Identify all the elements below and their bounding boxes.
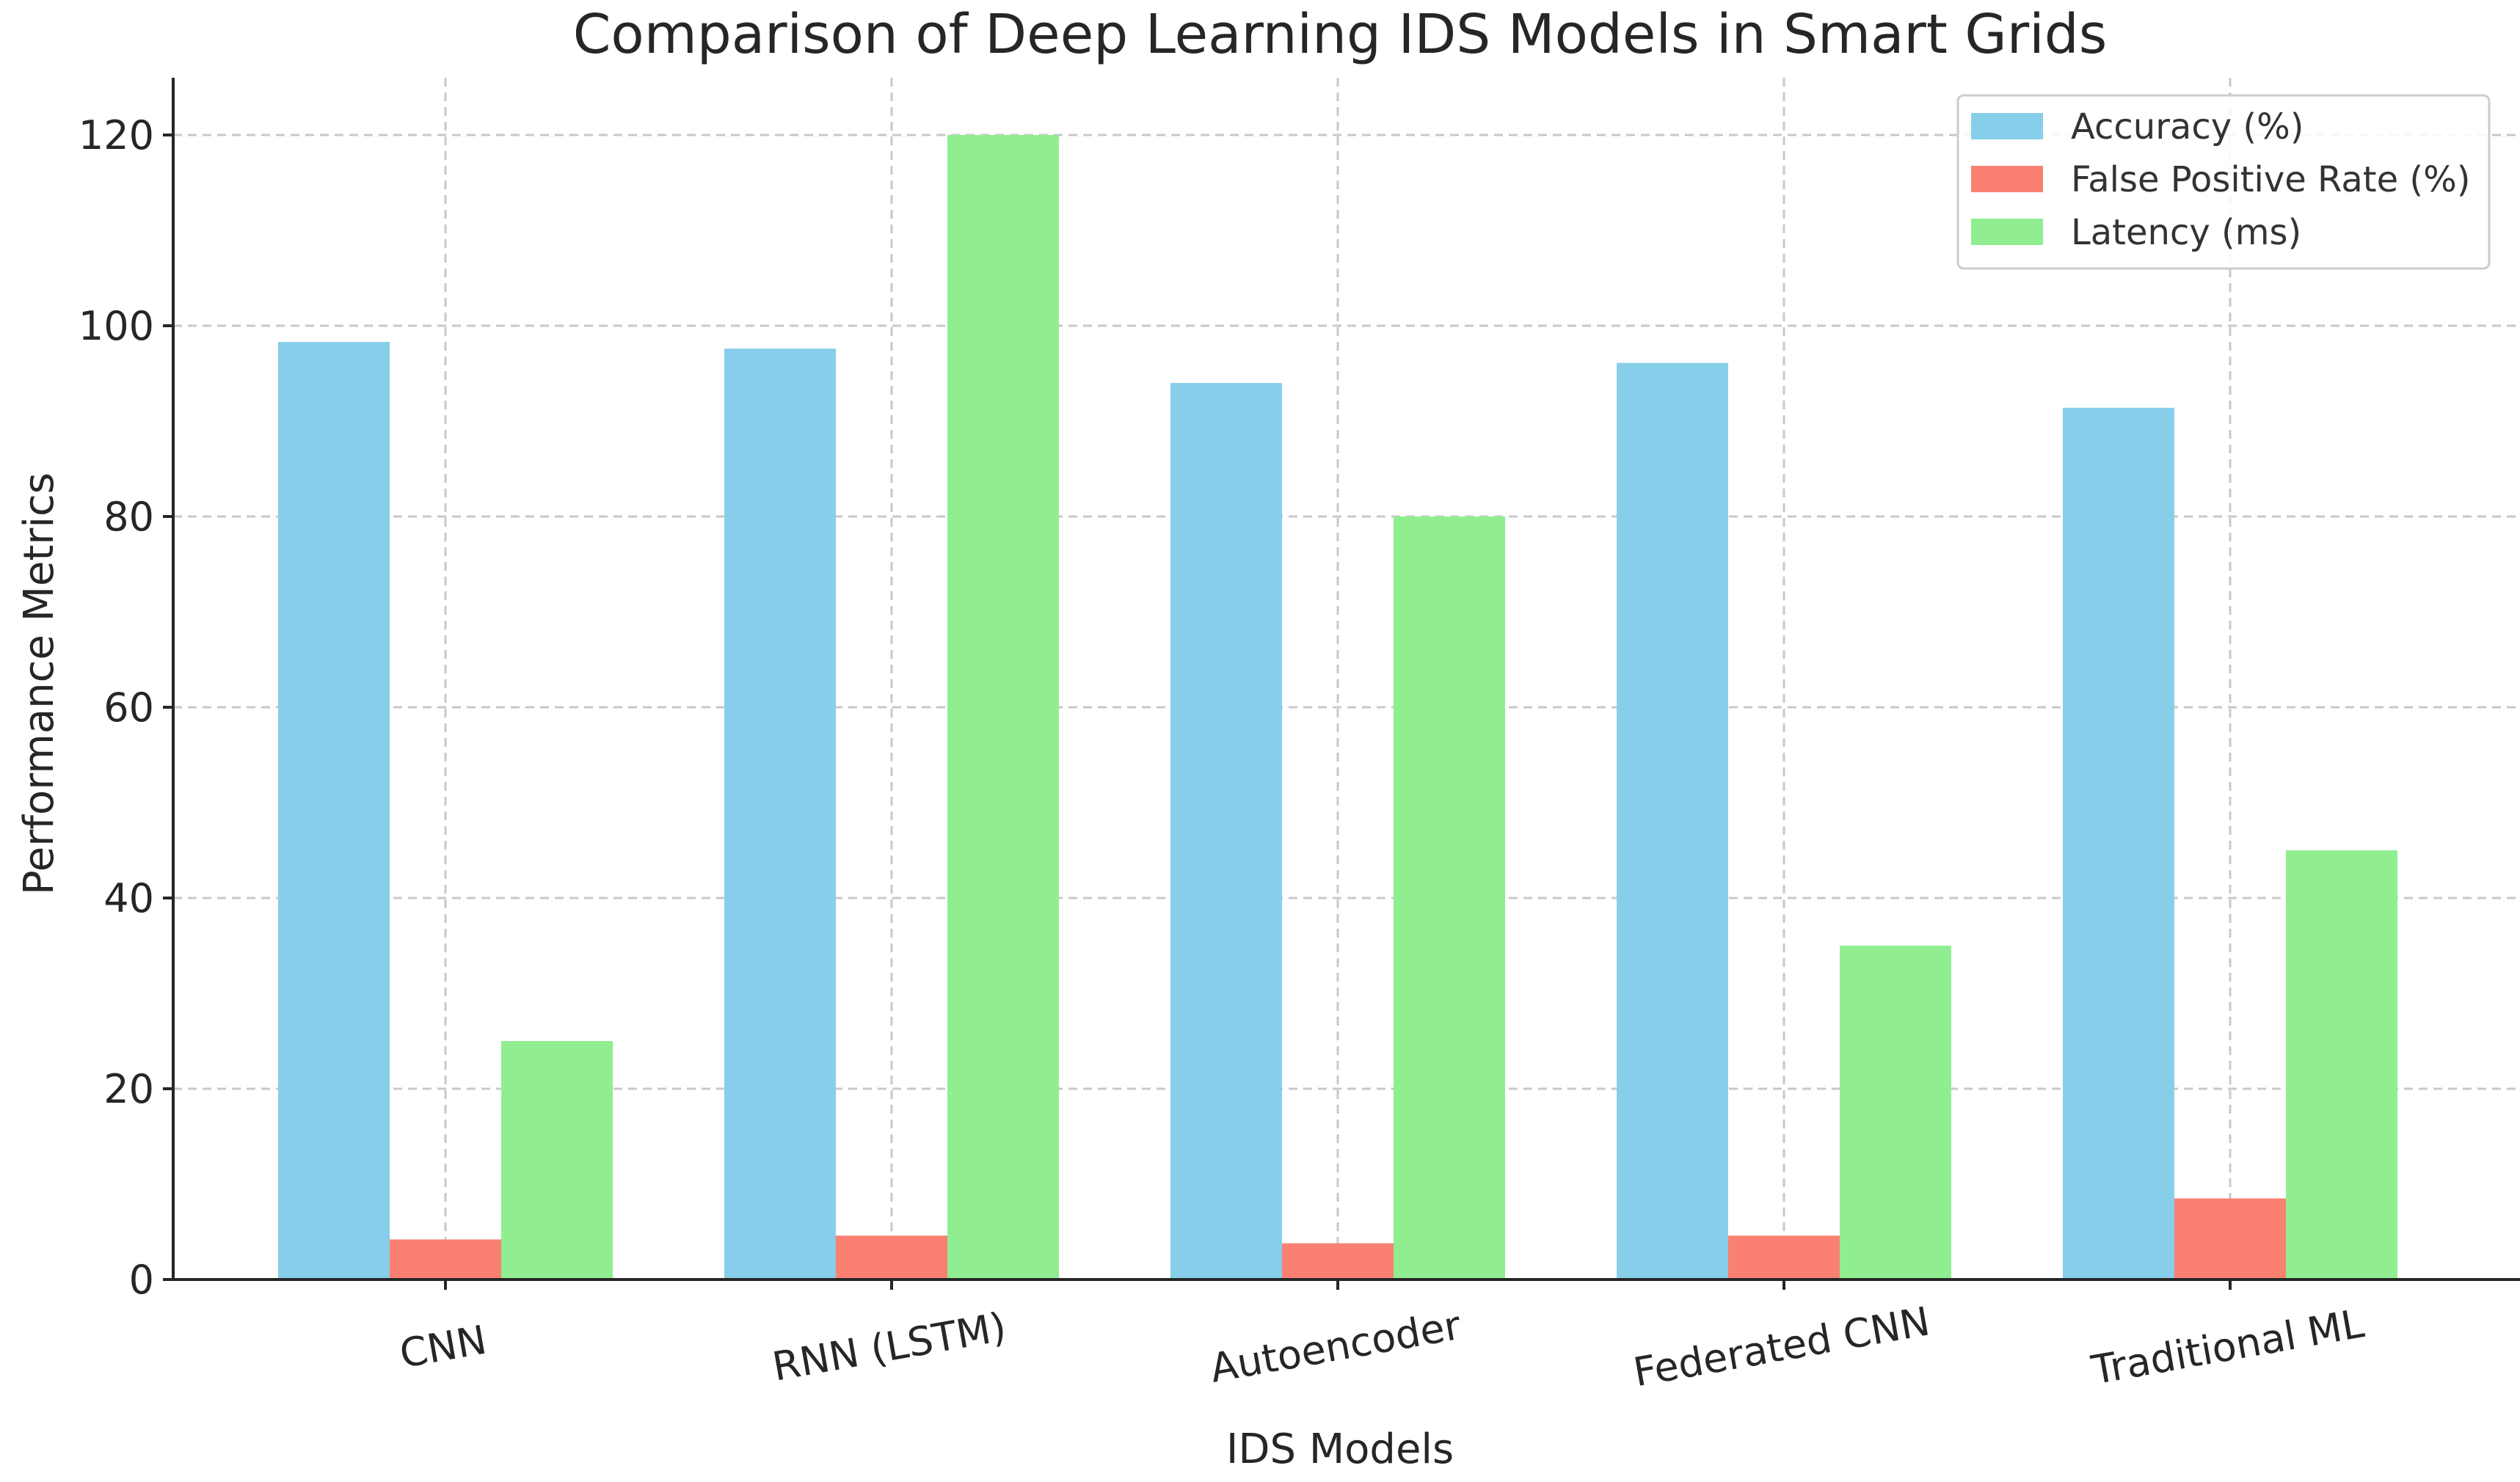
legend-swatch (1971, 166, 2043, 192)
bar (2063, 407, 2174, 1280)
y-tick-label: 0 (129, 1257, 154, 1303)
bar (501, 1041, 613, 1280)
bar (1840, 946, 1951, 1280)
bar (390, 1239, 501, 1280)
bars (278, 135, 2397, 1280)
legend-swatch (1971, 219, 2043, 245)
y-tick-label: 120 (79, 112, 154, 158)
legend-swatch (1971, 113, 2043, 139)
legend: Accuracy (%) False Positive Rate (%) Laten… (1956, 94, 2491, 270)
legend-label: Latency (ms) (2071, 212, 2301, 253)
x-tick-label: Traditional ML (2088, 1300, 2367, 1393)
y-axis-label: Performance Metrics (15, 472, 63, 895)
y-tick-label: 60 (103, 685, 154, 731)
x-tick-label: CNN (396, 1316, 490, 1377)
legend-frame (1956, 94, 2491, 270)
y-tick-label: 20 (103, 1066, 154, 1112)
x-tick-label: Federated CNN (1630, 1298, 1933, 1395)
bar (1282, 1243, 1394, 1280)
legend-label: Accuracy (%) (2071, 106, 2304, 147)
bar (1170, 383, 1282, 1280)
bar (1394, 516, 1505, 1280)
legend-label: False Positive Rate (%) (2071, 159, 2470, 200)
axes (172, 78, 2520, 1281)
x-tick-label: RNN (LSTM) (769, 1304, 1010, 1390)
y-tick-label: 80 (103, 494, 154, 540)
y-tick-label: 40 (103, 875, 154, 921)
bar (2174, 1198, 2286, 1280)
chart-title: Comparison of Deep Learning IDS Models i… (573, 3, 2108, 66)
bar (1728, 1235, 1840, 1280)
bar (836, 1235, 947, 1280)
bar (2286, 850, 2397, 1280)
x-tick-label: Autoencoder (1206, 1302, 1465, 1392)
x-axis-label: IDS Models (1226, 1426, 1454, 1473)
bar (278, 342, 390, 1280)
bar (947, 135, 1059, 1280)
bar (724, 348, 836, 1280)
y-tick-label: 100 (79, 303, 154, 349)
bar (1617, 362, 1728, 1280)
